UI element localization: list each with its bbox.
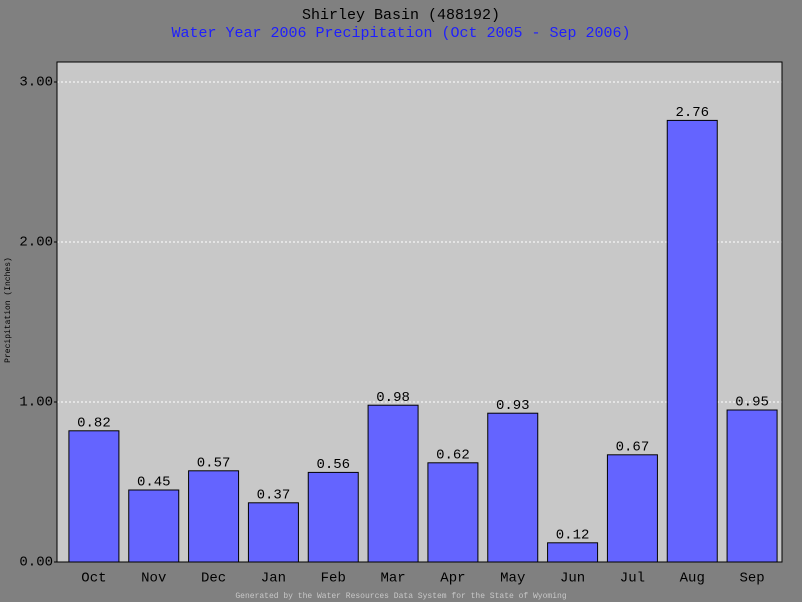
value-label: 0.37 bbox=[257, 488, 291, 504]
x-tick-label: Oct bbox=[81, 571, 106, 587]
value-label: 0.98 bbox=[376, 390, 410, 406]
y-tick-label: 2.00 bbox=[19, 235, 53, 251]
x-tick-label: Feb bbox=[321, 571, 346, 587]
value-label: 0.12 bbox=[556, 528, 590, 544]
x-tick-label: Aug bbox=[680, 571, 705, 587]
bar bbox=[128, 489, 180, 563]
x-tick-label: Jul bbox=[620, 571, 645, 587]
bar bbox=[188, 470, 240, 563]
value-label: 0.82 bbox=[77, 416, 111, 432]
value-label: 0.45 bbox=[137, 475, 171, 491]
chart-subtitle: Water Year 2006 Precipitation (Oct 2005 … bbox=[171, 25, 630, 42]
y-tick-label: 3.00 bbox=[19, 75, 53, 91]
y-tick-label: 1.00 bbox=[19, 395, 53, 411]
x-tick-label: Jan bbox=[261, 571, 286, 587]
value-label: 0.67 bbox=[616, 440, 650, 456]
bar bbox=[307, 471, 359, 563]
value-label: 0.56 bbox=[316, 457, 350, 473]
bar bbox=[68, 430, 120, 563]
bar bbox=[606, 454, 658, 563]
y-axis-label: Precipitation (Inches) bbox=[4, 257, 13, 363]
value-label: 0.93 bbox=[496, 398, 530, 414]
value-label: 0.57 bbox=[197, 456, 231, 472]
bar bbox=[666, 119, 718, 563]
bar bbox=[427, 462, 479, 563]
bar bbox=[487, 412, 539, 563]
x-tick-label: May bbox=[500, 571, 525, 587]
value-label: 2.76 bbox=[675, 105, 709, 121]
bar bbox=[726, 409, 778, 563]
x-tick-label: Mar bbox=[380, 571, 405, 587]
bar bbox=[367, 404, 419, 563]
chart-title: Shirley Basin (488192) bbox=[302, 7, 500, 24]
plot-area bbox=[57, 62, 782, 562]
footer: Generated by the Water Resources Data Sy… bbox=[235, 592, 566, 601]
x-tick-label: Jun bbox=[560, 571, 585, 587]
bar bbox=[247, 502, 299, 563]
plot-border bbox=[56, 61, 783, 563]
x-tick-label: Nov bbox=[141, 571, 166, 587]
bar bbox=[547, 542, 599, 563]
x-tick-label: Sep bbox=[739, 571, 764, 587]
x-tick-label: Apr bbox=[440, 571, 465, 587]
x-tick-label: Dec bbox=[201, 571, 226, 587]
y-tick-label: 0.00 bbox=[19, 555, 53, 571]
value-label: 0.62 bbox=[436, 448, 470, 464]
value-label: 0.95 bbox=[735, 395, 769, 411]
